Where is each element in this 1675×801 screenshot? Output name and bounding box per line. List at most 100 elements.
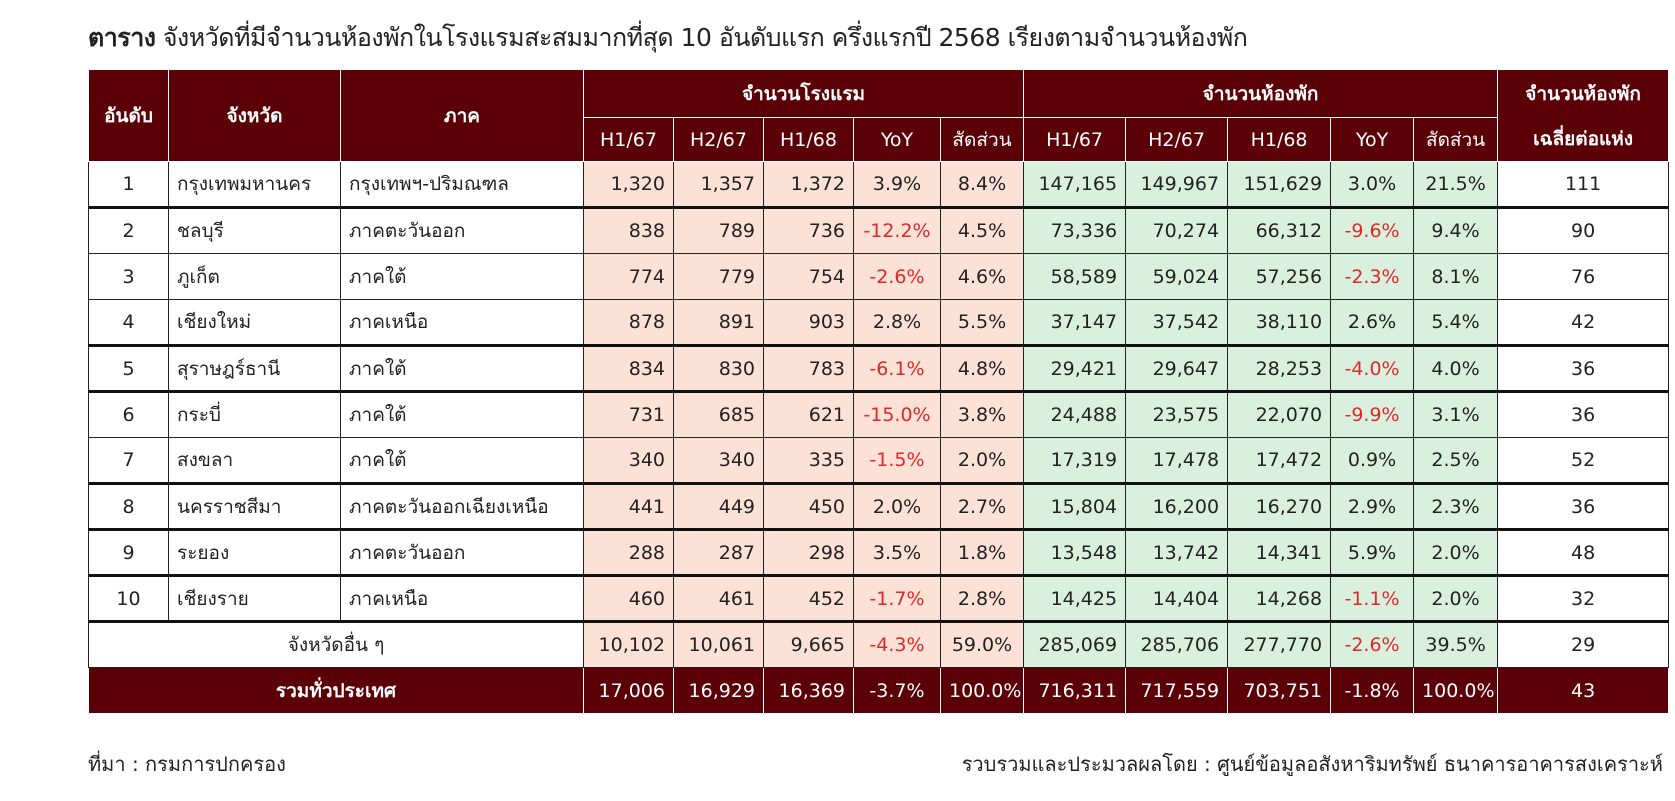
- rooms-yoy-cell: 0.9%: [1330, 437, 1415, 485]
- rooms-h1-67-cell: 17,319: [1023, 437, 1127, 485]
- table-row: 10 เชียงราย ภาคเหนือ 460 461 452 -1.7% 2.8% 14,4…: [88, 575, 1670, 623]
- rooms-yoy-cell: -2.3%: [1330, 253, 1415, 300]
- hotels-h2-67-cell: 10,061: [673, 621, 764, 668]
- rank-cell: 9: [88, 529, 169, 577]
- hotels-share-cell: 100.0%: [939, 667, 1025, 714]
- table-row: 1 กรุงเทพมหานคร กรุงเทพฯ-ปริมณฑล 1,320 1,357…: [88, 161, 1670, 209]
- avg-rooms-cell: 43: [1497, 667, 1670, 714]
- rooms-h2-67-cell: 17,478: [1125, 437, 1229, 485]
- province-cell: สงขลา: [168, 437, 341, 485]
- rank-cell: 7: [88, 437, 169, 485]
- rooms-share-cell: 100.0%: [1413, 667, 1499, 714]
- hotels-h2-67-cell: 16,929: [673, 667, 764, 714]
- rooms-yoy-cell: 3.0%: [1330, 161, 1415, 209]
- region-cell: ภาคใต้: [340, 253, 584, 300]
- hotels-share-cell: 2.7%: [939, 483, 1025, 531]
- hotels-share-cell: 4.8%: [939, 345, 1025, 393]
- region-cell: ภาคใต้: [340, 437, 584, 485]
- hotels-h2-67-cell: 891: [673, 299, 764, 347]
- rank-cell: 6: [88, 391, 169, 438]
- rooms-h1-68-cell: 38,110: [1227, 299, 1332, 347]
- avg-rooms-cell: 76: [1497, 253, 1670, 300]
- header-hotels-: สัดส่วน: [939, 117, 1025, 162]
- rank-cell: 5: [88, 345, 169, 393]
- hotels-share-cell: 8.4%: [939, 161, 1025, 209]
- rooms-share-cell: 2.3%: [1413, 483, 1499, 531]
- header-hotels-h167: H1/67: [583, 117, 674, 162]
- avg-rooms-cell: 90: [1497, 207, 1670, 254]
- hotels-h1-67-cell: 1,320: [583, 161, 674, 209]
- header-hotels-h267: H2/67: [673, 117, 764, 162]
- rooms-share-cell: 9.4%: [1413, 207, 1499, 254]
- hotels-yoy-cell: 2.8%: [853, 299, 941, 347]
- header-avg-line2: เฉลี่ยต่อแห่ง: [1497, 117, 1670, 162]
- rooms-h1-67-cell: 37,147: [1023, 299, 1127, 347]
- rooms-h2-67-cell: 14,404: [1125, 575, 1229, 623]
- hotels-yoy-cell: 2.0%: [853, 483, 941, 531]
- rooms-yoy-cell: -9.6%: [1330, 207, 1415, 254]
- hotels-h1-68-cell: 16,369: [763, 667, 854, 714]
- hotels-yoy-cell: -15.0%: [853, 391, 941, 438]
- hotels-share-cell: 3.8%: [939, 391, 1025, 438]
- hotels-h1-68-cell: 298: [763, 529, 854, 577]
- table-row: 3 ภูเก็ต ภาคใต้ 774 779 754 -2.6% 4.6% 58,589 59,…: [88, 253, 1670, 300]
- rooms-h1-68-cell: 57,256: [1227, 253, 1332, 300]
- page-title: ตาราง จังหวัดที่มีจำนวนห้องพักในโรงแรมสะ…: [88, 18, 1248, 58]
- rank-cell: 4: [88, 299, 169, 347]
- region-cell: ภาคตะวันออก: [340, 529, 584, 577]
- total-row: รวมทั่วประเทศ 17,006 16,929 16,369 -3.7% 100.…: [88, 667, 1670, 714]
- hotels-h1-67-cell: 10,102: [583, 621, 674, 668]
- avg-rooms-cell: 48: [1497, 529, 1670, 577]
- hotels-h2-67-cell: 779: [673, 253, 764, 300]
- header-rooms-h167: H1/67: [1023, 117, 1127, 162]
- table-row: 4 เชียงใหม่ ภาคเหนือ 878 891 903 2.8% 5.5% 37,14…: [88, 299, 1670, 347]
- others-row: จังหวัดอื่น ๆ 10,102 10,061 9,665 -4.3% 59.0%…: [88, 621, 1670, 668]
- rooms-h1-67-cell: 15,804: [1023, 483, 1127, 531]
- header-rooms-group: จำนวนห้องพัก: [1023, 69, 1499, 118]
- rank-cell: 10: [88, 575, 169, 623]
- hotels-h1-68-cell: 335: [763, 437, 854, 485]
- header-rooms-h267: H2/67: [1125, 117, 1229, 162]
- rooms-h1-67-cell: 24,488: [1023, 391, 1127, 438]
- rooms-share-cell: 8.1%: [1413, 253, 1499, 300]
- rooms-share-cell: 4.0%: [1413, 345, 1499, 393]
- avg-rooms-cell: 52: [1497, 437, 1670, 485]
- avg-rooms-cell: 42: [1497, 299, 1670, 347]
- province-cell: กรุงเทพมหานคร: [168, 161, 341, 209]
- hotels-h2-67-cell: 287: [673, 529, 764, 577]
- avg-rooms-cell: 36: [1497, 345, 1670, 393]
- header-rank: อันดับ: [88, 69, 169, 162]
- rooms-h1-67-cell: 29,421: [1023, 345, 1127, 393]
- hotels-share-cell: 4.6%: [939, 253, 1025, 300]
- hotels-h1-67-cell: 340: [583, 437, 674, 485]
- table-row: 8 นครราชสีมา ภาคตะวันออกเฉียงเหนือ 441 449 45…: [88, 483, 1670, 531]
- hotels-share-cell: 2.8%: [939, 575, 1025, 623]
- rooms-h1-68-cell: 151,629: [1227, 161, 1332, 209]
- rooms-h1-68-cell: 22,070: [1227, 391, 1332, 438]
- rooms-h2-67-cell: 717,559: [1125, 667, 1229, 714]
- province-cell: ชลบุรี: [168, 207, 341, 254]
- title-prefix: ตาราง: [88, 23, 156, 52]
- hotels-h1-67-cell: 774: [583, 253, 674, 300]
- hotels-yoy-cell: 3.5%: [853, 529, 941, 577]
- hotels-h2-67-cell: 685: [673, 391, 764, 438]
- rank-cell: 1: [88, 161, 169, 209]
- hotels-yoy-cell: -1.5%: [853, 437, 941, 485]
- title-text: จังหวัดที่มีจำนวนห้องพักในโรงแรมสะสมมากท…: [162, 23, 1248, 52]
- rooms-h2-67-cell: 16,200: [1125, 483, 1229, 531]
- rooms-yoy-cell: 2.9%: [1330, 483, 1415, 531]
- rooms-h1-68-cell: 703,751: [1227, 667, 1332, 714]
- hotels-yoy-cell: -1.7%: [853, 575, 941, 623]
- hotels-h1-68-cell: 621: [763, 391, 854, 438]
- rooms-h2-67-cell: 37,542: [1125, 299, 1229, 347]
- header-hotels-h168: H1/68: [763, 117, 854, 162]
- header-avg-line1: จำนวนห้องพัก: [1497, 69, 1670, 118]
- avg-rooms-cell: 32: [1497, 575, 1670, 623]
- hotels-h2-67-cell: 789: [673, 207, 764, 254]
- hotels-yoy-cell: -2.6%: [853, 253, 941, 300]
- province-cell: ภูเก็ต: [168, 253, 341, 300]
- table-row: 5 สุราษฎร์ธานี ภาคใต้ 834 830 783 -6.1% 4.8% 29,…: [88, 345, 1670, 393]
- hotels-h1-68-cell: 1,372: [763, 161, 854, 209]
- province-cell: เชียงราย: [168, 575, 341, 623]
- header-rooms-: สัดส่วน: [1413, 117, 1499, 162]
